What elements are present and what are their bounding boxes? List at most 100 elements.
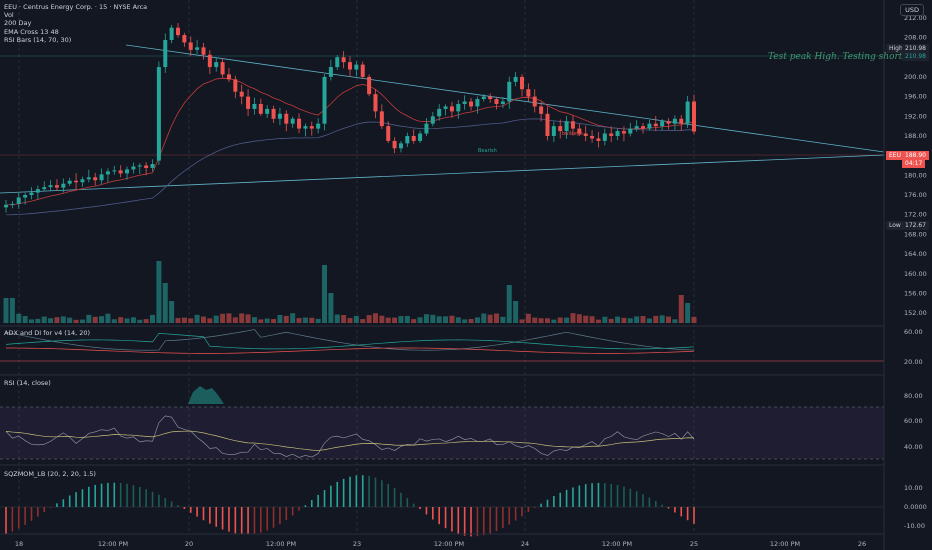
sqz-title[interactable]: SQZMOM_LB (20, 2, 20, 1.5): [4, 470, 96, 478]
candle-body[interactable]: [437, 108, 442, 117]
price-pane[interactable]: [0, 23, 885, 323]
candle-body[interactable]: [634, 126, 639, 129]
candle-body[interactable]: [112, 170, 117, 172]
candle-body[interactable]: [48, 185, 53, 188]
candle-body[interactable]: [290, 118, 295, 124]
candle-body[interactable]: [169, 27, 174, 40]
candle-body[interactable]: [418, 133, 423, 141]
candle-body[interactable]: [602, 133, 607, 141]
candle-body[interactable]: [488, 96, 493, 100]
candle-body[interactable]: [239, 91, 244, 97]
candle-body[interactable]: [392, 140, 397, 149]
candle-body[interactable]: [532, 96, 537, 107]
candle-body[interactable]: [386, 126, 391, 141]
candle-body[interactable]: [405, 135, 410, 144]
candle-body[interactable]: [99, 174, 104, 181]
adx-pane[interactable]: [0, 329, 884, 362]
candle-body[interactable]: [86, 177, 91, 180]
candle-body[interactable]: [354, 64, 359, 70]
candle-body[interactable]: [10, 203, 15, 205]
trendline-upper[interactable]: [125, 44, 885, 153]
candlesticks[interactable]: [4, 23, 696, 213]
indicator-200-day[interactable]: 200 Day: [4, 19, 32, 28]
candle-body[interactable]: [666, 121, 671, 124]
candle-body[interactable]: [481, 96, 486, 100]
candle-body[interactable]: [653, 123, 658, 127]
candle-body[interactable]: [590, 135, 595, 139]
adx-title[interactable]: ADX and DI for v4 (14, 20): [4, 329, 91, 337]
time-axis[interactable]: 18 12:00 PM 20 12:00 PM 23 12:00 PM 24 12:00 PM…: [15, 540, 866, 548]
candle-body[interactable]: [545, 113, 550, 136]
candle-body[interactable]: [596, 138, 601, 141]
candle-body[interactable]: [61, 183, 66, 188]
trendline-lower[interactable]: [0, 154, 885, 194]
candle-body[interactable]: [118, 170, 123, 174]
candle-body[interactable]: [360, 64, 365, 77]
currency-button[interactable]: USD: [900, 4, 924, 16]
candle-body[interactable]: [125, 169, 130, 174]
candle-body[interactable]: [398, 143, 403, 149]
candle-body[interactable]: [74, 180, 79, 183]
candle-body[interactable]: [195, 47, 200, 50]
candle-body[interactable]: [500, 101, 505, 104]
candle-body[interactable]: [348, 62, 352, 70]
indicator-ema-cross[interactable]: EMA Cross 13 48: [4, 27, 59, 36]
candle-body[interactable]: [144, 165, 149, 168]
candle-body[interactable]: [539, 106, 544, 114]
candle-body[interactable]: [507, 81, 512, 102]
squeeze-momentum-pane[interactable]: [0, 475, 884, 537]
chart-note[interactable]: Test peak High. Testing shorts: [768, 52, 908, 62]
candle-body[interactable]: [131, 166, 136, 170]
candle-body[interactable]: [284, 113, 289, 124]
candle-body[interactable]: [201, 47, 206, 55]
candle-body[interactable]: [54, 185, 59, 188]
candle-body[interactable]: [647, 123, 652, 129]
candle-body[interactable]: [513, 76, 518, 82]
candle-body[interactable]: [67, 180, 72, 184]
candle-body[interactable]: [35, 189, 40, 193]
candle-body[interactable]: [551, 126, 556, 136]
candle-body[interactable]: [80, 179, 85, 183]
candle-body[interactable]: [23, 195, 28, 198]
candle-body[interactable]: [672, 118, 677, 124]
candle-body[interactable]: [564, 121, 569, 132]
candle-body[interactable]: [456, 103, 461, 112]
candle-body[interactable]: [322, 76, 327, 124]
candle-body[interactable]: [163, 39, 168, 68]
candle-body[interactable]: [42, 187, 47, 190]
candle-body[interactable]: [277, 113, 282, 119]
candle-body[interactable]: [583, 133, 588, 136]
candle-body[interactable]: [316, 123, 321, 129]
candle-body[interactable]: [137, 165, 142, 167]
candle-body[interactable]: [430, 116, 435, 124]
candle-body[interactable]: [609, 133, 614, 136]
candle-body[interactable]: [176, 27, 180, 36]
candle-body[interactable]: [93, 177, 98, 181]
candle-body[interactable]: [628, 128, 633, 134]
candle-body[interactable]: [341, 57, 346, 63]
candle-body[interactable]: [373, 94, 378, 112]
candle-body[interactable]: [692, 101, 696, 132]
candle-body[interactable]: [226, 74, 231, 80]
candle-body[interactable]: [252, 103, 257, 109]
candle-body[interactable]: [379, 111, 384, 127]
candle-body[interactable]: [246, 96, 251, 109]
candle-body[interactable]: [188, 42, 193, 50]
candle-body[interactable]: [16, 197, 21, 204]
indicator-rsi-bars[interactable]: RSI Bars (14, 70, 30): [4, 35, 72, 44]
candle-body[interactable]: [424, 123, 429, 134]
candle-body[interactable]: [685, 101, 690, 124]
candle-body[interactable]: [150, 164, 155, 168]
candle-body[interactable]: [577, 128, 582, 134]
rsi-title[interactable]: RSI (14, close): [4, 379, 51, 387]
candle-body[interactable]: [105, 171, 110, 175]
candle-body[interactable]: [214, 62, 219, 68]
candle-body[interactable]: [220, 62, 225, 75]
candle-body[interactable]: [303, 126, 308, 129]
candle-body[interactable]: [615, 131, 620, 136]
candle-body[interactable]: [443, 106, 448, 109]
candle-body[interactable]: [29, 192, 34, 196]
candle-body[interactable]: [335, 57, 340, 68]
candle-body[interactable]: [182, 35, 187, 43]
